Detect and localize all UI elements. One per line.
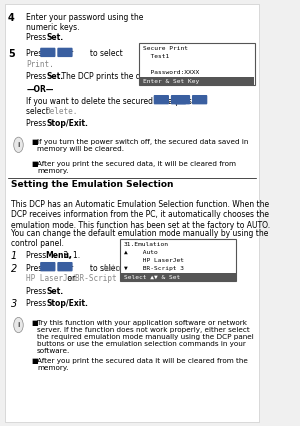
Text: 31.Emulation: 31.Emulation [124,242,169,248]
Text: ▼    BR-Script 3: ▼ BR-Script 3 [124,266,184,271]
FancyBboxPatch shape [139,43,255,85]
Text: Test1: Test1 [142,54,169,59]
Text: After you print the secured data, it will be cleared from
memory.: After you print the secured data, it wil… [37,161,236,175]
Text: Press: Press [26,119,49,128]
Text: Press: Press [26,251,49,260]
Circle shape [14,137,23,153]
Text: Menu,: Menu, [45,251,72,260]
Text: BR-Script 3.: BR-Script 3. [75,274,130,283]
Text: or: or [65,274,77,283]
FancyBboxPatch shape [192,95,207,104]
Text: or       to select: or to select [63,264,125,273]
Text: —OR—: —OR— [26,85,54,94]
FancyBboxPatch shape [121,273,236,281]
Text: or: or [173,97,183,106]
Text: ▲    Auto: ▲ Auto [124,250,158,255]
Text: 3: 3 [11,299,17,309]
FancyBboxPatch shape [40,262,56,271]
Text: i: i [17,142,20,148]
Text: After you print the secured data it will be cleared from the
memory.: After you print the secured data it will… [37,358,248,371]
FancyBboxPatch shape [57,262,73,271]
Text: 4: 4 [8,13,15,23]
Text: to: to [193,97,203,106]
Text: Stop/Exit.: Stop/Exit. [46,299,88,308]
Text: Set.: Set. [46,33,63,42]
Text: Press: Press [26,72,49,81]
Text: Password:XXXX: Password:XXXX [142,70,199,75]
Text: Print.: Print. [26,60,54,69]
Text: ■: ■ [32,320,38,325]
FancyBboxPatch shape [139,78,254,85]
Text: select: select [26,107,52,116]
Text: Enter & Set Key: Enter & Set Key [142,78,199,83]
Text: or       to select: or to select [63,49,123,58]
FancyBboxPatch shape [154,95,169,104]
Text: Press: Press [26,49,49,58]
Text: Try this function with your application software or network
server. If the funct: Try this function with your application … [37,320,254,354]
Text: If you want to delete the secured data press: If you want to delete the secured data p… [26,97,196,106]
Text: Secure Print: Secure Print [142,46,188,52]
Text: 5: 5 [8,49,15,59]
Text: 3, 1.: 3, 1. [61,251,80,260]
Circle shape [14,317,23,333]
Text: Press: Press [26,299,49,308]
FancyBboxPatch shape [120,239,236,281]
Text: i: i [17,322,20,328]
Text: Set.: Set. [46,287,63,296]
Text: Press: Press [26,287,49,296]
Text: If you turn the power switch off, the secured data saved in
memory will be clear: If you turn the power switch off, the se… [37,139,248,153]
Text: Setting the Emulation Selection: Setting the Emulation Selection [11,180,173,189]
Text: HP LaserJet: HP LaserJet [124,258,184,263]
Text: ■: ■ [32,139,38,145]
Text: ■: ■ [32,161,38,167]
Text: Press: Press [26,33,49,42]
Text: HP LaserJet: HP LaserJet [26,274,77,283]
FancyBboxPatch shape [175,95,190,104]
Text: Select ▲▼ & Set: Select ▲▼ & Set [124,274,180,279]
Text: The DCP prints the data.: The DCP prints the data. [59,72,155,81]
Text: Auto,: Auto, [103,264,126,273]
Text: Delete.: Delete. [45,107,78,116]
Text: 1: 1 [11,251,17,261]
FancyBboxPatch shape [40,48,56,57]
FancyBboxPatch shape [171,95,186,104]
Text: This DCP has an Automatic Emulation Selection function. When the
DCP receives in: This DCP has an Automatic Emulation Sele… [11,200,270,230]
Text: Enter your password using the
numeric keys.: Enter your password using the numeric ke… [26,13,144,32]
FancyBboxPatch shape [5,4,259,422]
Text: Press: Press [26,264,49,273]
Text: You can change the default emulation mode manually by using the
control panel.: You can change the default emulation mod… [11,229,268,248]
Text: Set.: Set. [46,72,63,81]
Text: Stop/Exit.: Stop/Exit. [46,119,88,128]
Text: 2: 2 [11,264,17,273]
FancyBboxPatch shape [57,48,73,57]
Text: ■: ■ [32,358,38,364]
